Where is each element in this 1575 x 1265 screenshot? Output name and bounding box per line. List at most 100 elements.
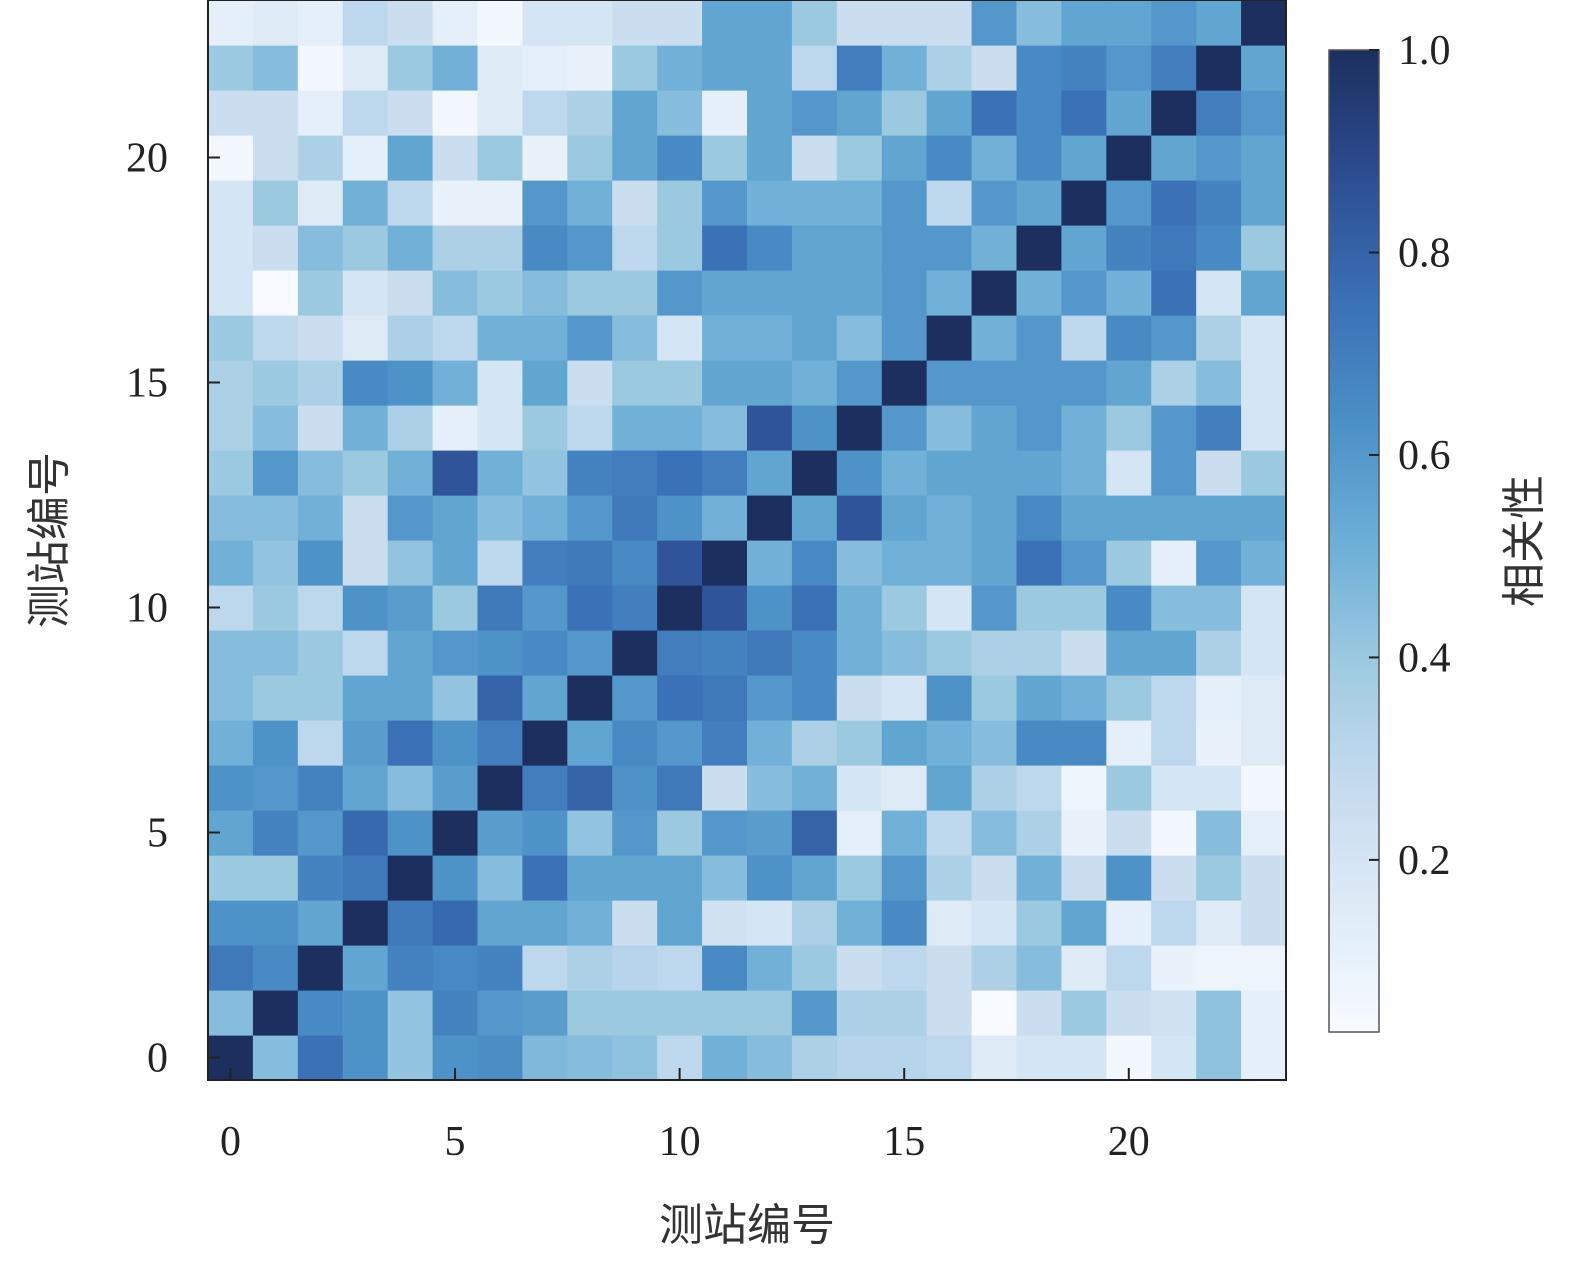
heatmap-cell	[522, 405, 568, 451]
heatmap-cell	[791, 945, 838, 991]
heatmap-cell	[567, 270, 613, 316]
heatmap-cell	[522, 0, 568, 46]
heatmap-cell	[926, 810, 973, 856]
heatmap-cell	[297, 675, 344, 721]
heatmap-cell	[747, 0, 793, 46]
heatmap-cell	[1016, 945, 1063, 991]
heatmap-cell	[567, 855, 613, 901]
heatmap-cell	[1241, 1035, 1287, 1081]
heatmap-cell	[612, 315, 658, 361]
heatmap-cell	[297, 450, 344, 496]
heatmap-cell	[432, 855, 479, 901]
heatmap-cell	[477, 495, 524, 541]
heatmap-cell	[1196, 360, 1242, 406]
heatmap-cell	[747, 720, 793, 766]
heatmap-cell	[1061, 585, 1107, 631]
heatmap-cell	[836, 45, 883, 91]
heatmap-cell	[1016, 360, 1063, 406]
heatmap-cell	[432, 945, 479, 991]
heatmap-cell	[657, 90, 703, 136]
heatmap-cell	[926, 405, 973, 451]
heatmap-cell	[791, 360, 838, 406]
heatmap-cell	[567, 585, 613, 631]
heatmap-cell	[1151, 765, 1197, 811]
heatmap-cell	[657, 720, 703, 766]
heatmap-cell	[567, 135, 613, 181]
heatmap-cell	[657, 360, 703, 406]
heatmap-cell	[971, 0, 1018, 46]
heatmap-cell	[612, 720, 658, 766]
heatmap-cell	[522, 855, 568, 901]
heatmap-cell	[1196, 675, 1242, 721]
heatmap-cell	[971, 585, 1018, 631]
heatmap-cell	[342, 90, 389, 136]
heatmap-cell	[342, 900, 389, 946]
y-axis-ticks: 0 5 10 15 20	[126, 136, 220, 1082]
heatmap-cell	[836, 630, 883, 676]
heatmap-cell	[926, 675, 973, 721]
y-tick-label: 10	[126, 586, 168, 632]
heatmap-cell	[522, 360, 568, 406]
heatmap-cell	[208, 225, 254, 271]
heatmap-cell	[791, 270, 838, 316]
heatmap-cell	[881, 180, 928, 226]
heatmap-cell	[1106, 900, 1152, 946]
heatmap-cell	[881, 450, 928, 496]
heatmap-cell	[836, 135, 883, 181]
heatmap-cell	[971, 990, 1018, 1036]
heatmap-cell	[208, 630, 254, 676]
heatmap-cell	[1241, 630, 1287, 676]
heatmap-cell	[522, 135, 568, 181]
heatmap-cell	[702, 405, 748, 451]
heatmap-cell	[477, 1035, 524, 1081]
heatmap-cell	[657, 765, 703, 811]
heatmap-cell	[657, 540, 703, 586]
heatmap-cell	[387, 810, 434, 856]
heatmap-cell	[1016, 1035, 1063, 1081]
heatmap-cell	[971, 225, 1018, 271]
heatmap-cell	[612, 630, 658, 676]
heatmap-cell	[702, 585, 748, 631]
colorbar-tick-label: 0.8	[1398, 230, 1451, 276]
heatmap-cell	[1196, 45, 1242, 91]
heatmap-cell	[1016, 720, 1063, 766]
heatmap-cell	[747, 540, 793, 586]
heatmap-cell	[208, 540, 254, 586]
heatmap-cell	[791, 630, 838, 676]
heatmap-cell	[836, 900, 883, 946]
plot-frame	[207, 0, 1287, 1081]
heatmap-cell	[702, 855, 748, 901]
y-tick-label: 20	[126, 136, 168, 182]
heatmap-cell	[387, 1035, 434, 1081]
heatmap-cell	[342, 585, 389, 631]
heatmap-cell	[297, 225, 344, 271]
heatmap-cell	[522, 945, 568, 991]
heatmap-cell	[702, 495, 748, 541]
heatmap-cell	[926, 900, 973, 946]
heatmap-cell	[522, 900, 568, 946]
heatmap-cell	[971, 1035, 1018, 1081]
heatmap-cell	[791, 720, 838, 766]
heatmap-cell	[1151, 450, 1197, 496]
heatmap-cell	[702, 270, 748, 316]
heatmap-cell	[1106, 90, 1152, 136]
heatmap-cell	[1241, 495, 1287, 541]
heatmap-cell	[612, 450, 658, 496]
heatmap-cell	[1106, 180, 1152, 226]
heatmap-cell	[971, 945, 1018, 991]
heatmap-cell	[208, 945, 254, 991]
heatmap-cell	[747, 90, 793, 136]
heatmap-cell	[252, 0, 299, 46]
heatmap-cell	[836, 270, 883, 316]
y-tick-label: 5	[147, 811, 168, 857]
heatmap-cell	[836, 90, 883, 136]
heatmap-cell	[971, 270, 1018, 316]
heatmap-cell	[926, 945, 973, 991]
heatmap-cell	[342, 945, 389, 991]
heatmap-cell	[1241, 0, 1287, 46]
heatmap-cell	[1106, 810, 1152, 856]
heatmap-cell	[881, 720, 928, 766]
x-axis-title: 测站编号	[659, 1200, 835, 1251]
heatmap-cell	[342, 540, 389, 586]
heatmap-cell	[836, 855, 883, 901]
